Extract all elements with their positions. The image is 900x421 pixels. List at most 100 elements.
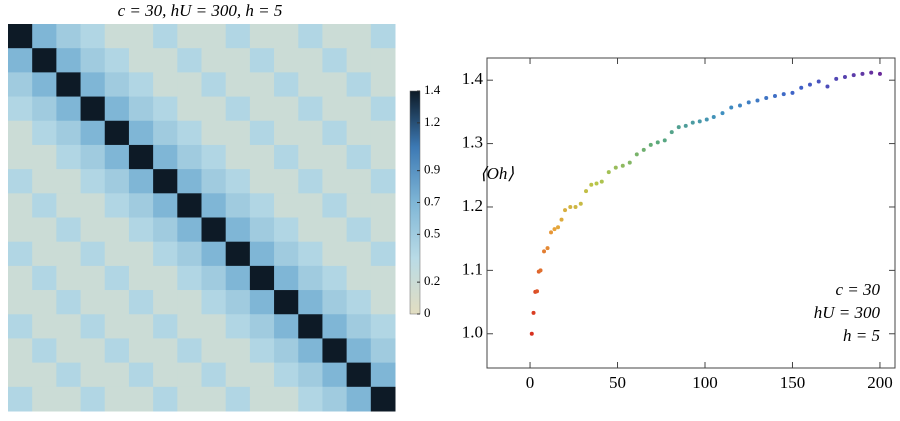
- heatmap-cell: [56, 217, 82, 243]
- y-tick-label: 1.0: [462, 323, 483, 342]
- heatmap-cell: [346, 290, 372, 315]
- heatmap-cell: [370, 362, 396, 388]
- heatmap-cell: [32, 169, 57, 194]
- heatmap-cell: [225, 217, 251, 243]
- point: [552, 227, 557, 232]
- heatmap-cell: [225, 386, 251, 412]
- heatmap-cell: [201, 338, 227, 364]
- heatmap-cell: [80, 72, 106, 98]
- heatmap-cell: [346, 265, 372, 291]
- heatmap-cell: [80, 217, 106, 243]
- colorbar-tick-label: 0.5: [424, 225, 440, 240]
- heatmap-cell: [298, 96, 323, 122]
- heatmap-cell: [80, 362, 106, 388]
- point: [584, 189, 589, 194]
- heatmap-cell: [128, 72, 154, 98]
- heatmap-cell: [298, 169, 323, 194]
- heatmap-cell: [249, 193, 275, 218]
- heatmap-cell: [128, 241, 154, 267]
- point: [807, 82, 812, 87]
- heatmap-cell: [104, 120, 130, 146]
- heatmap-cell: [249, 386, 275, 412]
- heatmap-cell: [225, 120, 251, 146]
- heatmap-cell: [56, 120, 82, 146]
- heatmap-cell: [153, 96, 178, 122]
- heatmap-cell: [370, 217, 396, 243]
- point: [825, 84, 830, 89]
- heatmap-cell: [298, 290, 323, 315]
- heatmap-cell: [370, 386, 396, 412]
- heatmap-cell: [8, 386, 33, 412]
- plot-frame: [486, 57, 896, 369]
- heatmap-cell: [274, 265, 299, 291]
- heatmap-cell: [225, 144, 251, 170]
- heatmap-cell: [346, 314, 372, 339]
- heatmap-cell: [225, 96, 251, 122]
- y-tick-label: 1.3: [462, 132, 483, 151]
- heatmap-cell: [370, 290, 396, 315]
- heatmap-cell: [128, 144, 154, 170]
- point: [538, 268, 543, 273]
- annotation: c = 30: [835, 280, 880, 299]
- heatmap-cell: [153, 217, 178, 243]
- heatmap-cell: [128, 24, 154, 49]
- heatmap-cell: [298, 24, 323, 49]
- heatmap-cell: [370, 96, 396, 122]
- heatmap-cell: [128, 217, 154, 243]
- point: [589, 182, 594, 187]
- heatmap-cell: [104, 144, 130, 170]
- heatmap-cell: [274, 48, 299, 73]
- heatmap-cell: [32, 338, 57, 364]
- heatmap-cell: [177, 48, 202, 73]
- heatmap-cell: [225, 72, 251, 98]
- heatmap-cell: [274, 241, 299, 267]
- heatmap-cell: [274, 120, 299, 146]
- heatmap-cell: [249, 24, 275, 49]
- heatmap-cell: [80, 386, 106, 412]
- heatmap-cell: [274, 290, 299, 315]
- heatmap-cell: [201, 290, 227, 315]
- heatmap-cell: [128, 96, 154, 122]
- heatmap-cell: [322, 144, 348, 170]
- heatmap-title: c = 30, hU = 300, h = 5: [118, 1, 283, 20]
- heatmap-cell: [104, 290, 130, 315]
- heatmap-cell: [370, 338, 396, 364]
- y-tick-label: 1.2: [462, 196, 483, 215]
- point: [641, 147, 646, 152]
- point: [531, 310, 536, 315]
- heatmap-cell: [346, 72, 372, 98]
- heatmap-cell: [322, 169, 348, 194]
- heatmap-cell: [153, 290, 178, 315]
- point: [683, 123, 688, 128]
- heatmap-cell: [8, 144, 33, 170]
- heatmap-cell: [8, 169, 33, 194]
- heatmap-cell: [56, 290, 82, 315]
- heatmap-cell: [80, 120, 106, 146]
- heatmap-cell: [177, 290, 202, 315]
- heatmap-cell: [104, 72, 130, 98]
- heatmap-cell: [249, 169, 275, 194]
- heatmap-cell: [177, 72, 202, 98]
- heatmap-cell: [249, 338, 275, 364]
- heatmap-cell: [201, 72, 227, 98]
- heatmap-cell: [201, 265, 227, 291]
- heatmap-cell: [32, 314, 57, 339]
- heatmap-cell: [177, 314, 202, 339]
- heatmap-cell: [80, 265, 106, 291]
- heatmap-cell: [177, 96, 202, 122]
- heatmap-cell: [274, 72, 299, 98]
- heatmap-cell: [8, 217, 33, 243]
- heatmap-cell: [104, 169, 130, 194]
- point: [842, 75, 847, 80]
- heatmap-cell: [177, 144, 202, 170]
- heatmap-cell: [346, 338, 372, 364]
- x-tick-label: 0: [526, 373, 535, 392]
- colorbar-tick-label: 1.4: [424, 82, 441, 97]
- point: [573, 204, 578, 209]
- heatmap-cell: [153, 144, 178, 170]
- heatmap-cell: [274, 338, 299, 364]
- heatmap-cell: [201, 48, 227, 73]
- heatmap-cell: [104, 96, 130, 122]
- heatmap-cell: [177, 241, 202, 267]
